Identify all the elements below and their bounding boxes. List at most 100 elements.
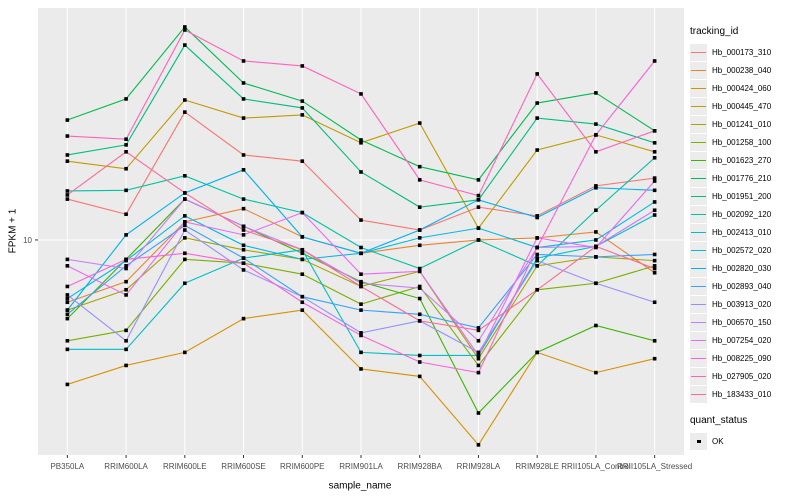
data-point [241, 206, 246, 211]
data-point [476, 205, 481, 209]
y-axis-title: FPKM + 1 [7, 208, 19, 254]
data-point [652, 59, 657, 63]
data-point [359, 218, 363, 222]
x-tick-label: RRIM600LE [163, 462, 207, 471]
data-point [65, 382, 70, 387]
data-point [652, 208, 657, 213]
data-point [65, 189, 70, 193]
data-point [594, 281, 598, 286]
data-point [359, 251, 363, 256]
legend-label: Hb_183433_010 [712, 389, 772, 399]
legend-key-swatch [690, 313, 707, 331]
data-point [652, 176, 657, 180]
data-point [417, 319, 422, 323]
legend-label: Hb_006570_150 [712, 317, 772, 327]
data-point [124, 266, 128, 271]
data-point [359, 350, 363, 355]
legend-line-icon [691, 339, 706, 341]
data-point [65, 312, 70, 317]
legend-line-icon [691, 213, 706, 215]
data-point [594, 244, 598, 249]
x-tick-label: RRIM928LE [515, 462, 559, 471]
legend-label: Hb_002413_010 [712, 227, 772, 237]
data-point [124, 149, 128, 154]
data-point [594, 122, 598, 126]
data-point [417, 286, 422, 290]
data-point [241, 316, 246, 321]
legend-entry-ok: OK [690, 432, 800, 450]
data-point [594, 185, 598, 190]
data-point [476, 178, 481, 182]
x-tick-label: RRII105LA_Stressed [617, 462, 692, 471]
data-point [535, 256, 539, 260]
legend-key-swatch [690, 115, 707, 133]
data-point [652, 179, 657, 183]
legend-line-icon [691, 321, 706, 323]
data-point [417, 178, 422, 182]
legend-key-swatch [690, 385, 707, 403]
legend-entry-Hb_000173_310: Hb_000173_310 [690, 43, 800, 61]
legend-key-swatch [690, 367, 707, 385]
legend-entry-Hb_000238_040: Hb_000238_040 [690, 61, 800, 79]
legend-line-icon [691, 393, 706, 395]
data-point [241, 228, 246, 232]
data-point [652, 200, 657, 204]
x-tick-label: PB350LA [50, 462, 84, 471]
data-point [417, 312, 422, 317]
data-point [124, 137, 128, 141]
data-point [476, 356, 481, 361]
data-point [359, 138, 363, 142]
data-point [124, 97, 128, 101]
legend-line-icon [691, 231, 706, 233]
legend-title-quant-status: quant_status [690, 415, 748, 426]
data-point [300, 99, 305, 103]
data-point [359, 308, 363, 312]
legend-label: Hb_001776_210 [712, 173, 772, 183]
legend-key-swatch [690, 223, 707, 241]
data-point [183, 197, 187, 201]
data-point [594, 184, 598, 188]
data-point [535, 287, 539, 292]
data-point [359, 92, 363, 96]
data-point [183, 251, 187, 256]
data-point [476, 238, 481, 242]
data-point [535, 236, 539, 240]
data-point [417, 269, 422, 274]
data-point [535, 148, 539, 152]
legend-entries: Hb_000173_310 Hb_000238_040 Hb_000424_060 H… [690, 43, 800, 403]
data-point [241, 256, 246, 260]
data-point [359, 141, 363, 145]
x-tick-label: RRIM928BA [397, 462, 442, 471]
legend-key-swatch [690, 169, 707, 187]
data-point [359, 245, 363, 250]
x-tick-label: RRII105LA_Control [561, 462, 631, 471]
data-point [594, 230, 598, 234]
data-point [535, 116, 539, 120]
legend-entry-Hb_000445_470: Hb_000445_470 [690, 97, 800, 115]
x-axis-title: sample_name [328, 480, 392, 492]
legend-entry-Hb_007254_020: Hb_007254_020 [690, 331, 800, 349]
data-point [417, 266, 422, 271]
data-point [241, 268, 246, 272]
data-point [241, 116, 246, 120]
legend-key-swatch [690, 133, 707, 151]
data-point [241, 153, 246, 157]
data-point [300, 308, 305, 312]
data-point [241, 233, 246, 237]
data-point [183, 228, 187, 232]
data-point [417, 205, 422, 209]
data-point [124, 338, 128, 343]
data-point [300, 300, 305, 305]
y-tick-label: 10 [23, 236, 32, 245]
data-point [594, 255, 598, 259]
data-point [594, 238, 598, 242]
legend-label: Hb_002820_030 [712, 263, 772, 273]
x-tick-label: RRIM901LA [339, 462, 383, 471]
data-point [124, 143, 128, 147]
data-point [241, 81, 246, 85]
legend-label-ok: OK [712, 436, 724, 446]
legend-entry-Hb_027905_020: Hb_027905_020 [690, 367, 800, 385]
data-point [535, 245, 539, 250]
legend-key-swatch [690, 241, 707, 259]
